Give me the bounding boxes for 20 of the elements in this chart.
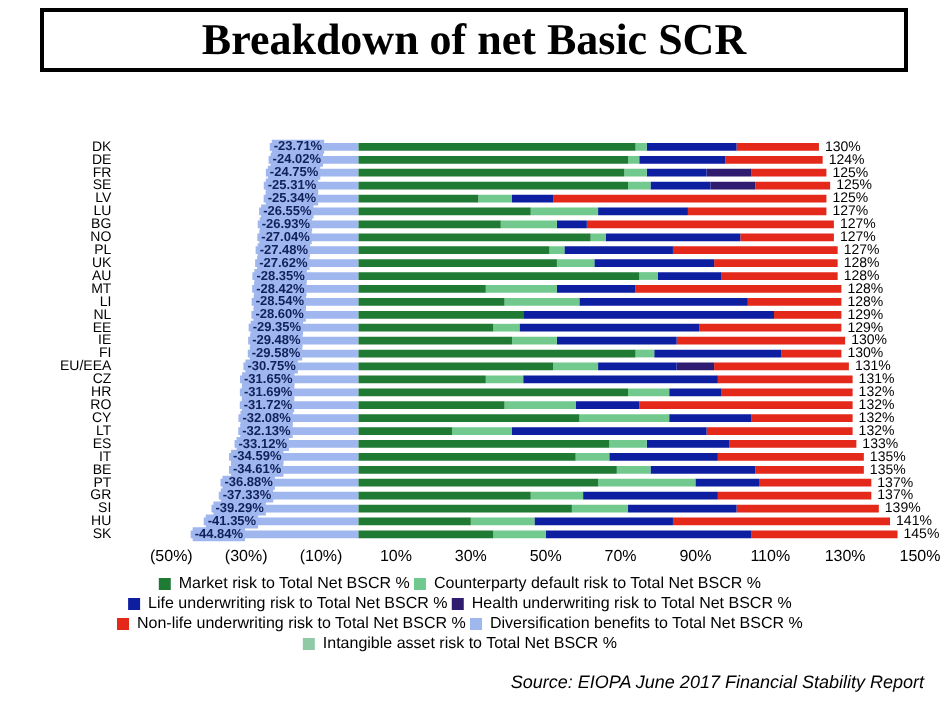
- x-tick-label: 10%: [379, 546, 412, 565]
- legend-label: Counterparty default risk to Total Net BSCR %: [433, 574, 761, 593]
- x-tick-label: 30%: [454, 546, 487, 565]
- x-tick-label: (10%): [299, 546, 344, 565]
- x-tick-label: 70%: [604, 546, 637, 565]
- x-tick-label: 150%: [899, 546, 941, 565]
- x-tick-label: 130%: [824, 546, 866, 565]
- x-tick-label: (30%): [224, 546, 269, 565]
- x-tick-label: (50%): [150, 546, 194, 565]
- legend-label: Market risk to Total Net BSCR %: [178, 574, 410, 593]
- x-tick-label: 50%: [529, 546, 562, 565]
- legend-label: Life underwriting risk to Total Net BSCR %: [148, 594, 448, 613]
- legend-label: Health underwriting risk to Total Net BSCR %: [471, 594, 792, 613]
- legend-label: Diversification benefits to Total Net BSCR %: [490, 614, 803, 633]
- legend-label: Non-life underwriting risk to Total Net BSCR %: [136, 614, 466, 633]
- chart-title: Breakdown of net Basic SCR: [40, 8, 908, 72]
- x-tick-label: 110%: [750, 546, 791, 565]
- legend-label: Intangible asset risk to Total Net BSCR %: [322, 634, 617, 653]
- x-tick-label: 90%: [679, 546, 712, 565]
- source-note: Source: EIOPA June 2017 Financial Stability Report: [508, 672, 924, 692]
